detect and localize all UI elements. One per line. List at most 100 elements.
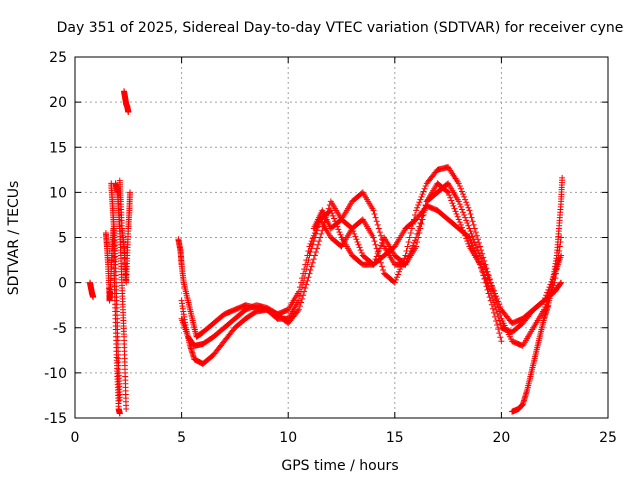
data-point (415, 202, 422, 209)
y-tick-label: 15 (49, 140, 67, 156)
data-point (355, 241, 362, 248)
x-tick-label: 5 (177, 430, 186, 446)
data-point (331, 215, 338, 222)
data-point (472, 229, 479, 236)
data-point (297, 279, 304, 286)
data-point (461, 211, 468, 218)
data-point (452, 208, 459, 215)
data-point (123, 405, 130, 412)
data-point (337, 231, 344, 238)
data-point (467, 211, 474, 218)
data-point (297, 299, 304, 306)
data-points (86, 88, 566, 417)
data-point (478, 247, 485, 254)
data-point (372, 214, 379, 221)
data-point (319, 227, 326, 234)
data-point (391, 279, 398, 286)
data-point (351, 230, 358, 237)
data-point (481, 257, 488, 264)
data-point (484, 268, 491, 275)
data-point (483, 283, 490, 290)
data-point (413, 243, 420, 250)
data-point (357, 247, 364, 254)
data-point (404, 243, 411, 250)
data-point (469, 242, 476, 249)
data-point (370, 234, 377, 241)
data-point (468, 239, 475, 246)
data-point (308, 238, 315, 245)
x-tick-label: 20 (492, 430, 510, 446)
x-tick-label: 25 (599, 430, 617, 446)
data-point (371, 211, 378, 218)
data-point (313, 245, 320, 252)
data-point (473, 253, 480, 260)
data-point (421, 185, 428, 192)
data-point (408, 225, 415, 232)
data-point (116, 410, 123, 417)
data-point (444, 188, 451, 195)
x-axis-label: GPS time / hours (281, 458, 398, 474)
data-point (394, 271, 401, 278)
data-point (380, 266, 387, 273)
data-point (90, 294, 97, 301)
data-point (393, 274, 400, 281)
data-point (349, 225, 356, 232)
data-point (482, 261, 489, 268)
data-point (490, 309, 497, 316)
data-point (306, 270, 313, 277)
data-point (295, 306, 302, 313)
data-point (348, 224, 355, 231)
data-point (295, 288, 302, 295)
data-point (371, 238, 378, 245)
data-point (353, 236, 360, 243)
data-point (402, 261, 409, 268)
data-point (453, 211, 460, 218)
data-point (299, 275, 306, 282)
data-point (471, 248, 478, 255)
data-point (449, 200, 456, 207)
series-seg-main-c (178, 180, 565, 349)
data-point (350, 228, 357, 235)
y-tick-label: -5 (53, 321, 67, 337)
data-point (471, 225, 478, 232)
data-point (456, 219, 463, 226)
data-point (413, 207, 420, 214)
series-seg-early-4 (112, 180, 130, 412)
data-point (470, 245, 477, 252)
x-tick-label: 15 (386, 430, 404, 446)
data-point (457, 185, 464, 192)
data-point (477, 261, 484, 268)
data-point (377, 232, 384, 239)
data-point (457, 203, 464, 210)
data-point (414, 204, 421, 211)
data-point (451, 205, 458, 212)
data-point (468, 214, 475, 221)
data-point (467, 237, 474, 244)
data-point (305, 274, 312, 281)
data-point (125, 109, 132, 116)
data-point (461, 193, 468, 200)
data-point (358, 249, 365, 256)
series-seg-late (509, 174, 566, 415)
data-point (416, 223, 423, 230)
data-point (320, 223, 327, 230)
data-point (480, 254, 487, 261)
chart-title: Day 351 of 2025, Sidereal Day-to-day VTE… (57, 20, 624, 36)
data-point (473, 244, 480, 251)
data-point (309, 235, 316, 242)
data-point (372, 241, 379, 248)
data-point (415, 227, 422, 234)
data-point (460, 191, 467, 198)
data-point (127, 189, 134, 196)
data-point (352, 233, 359, 240)
data-point (312, 248, 319, 255)
data-point (325, 205, 332, 212)
data-point (478, 265, 485, 272)
data-point (463, 217, 470, 224)
data-point (417, 220, 424, 227)
series-seg-main-d (310, 202, 505, 345)
data-point (457, 221, 464, 228)
data-point (464, 238, 471, 245)
data-point (496, 330, 503, 337)
